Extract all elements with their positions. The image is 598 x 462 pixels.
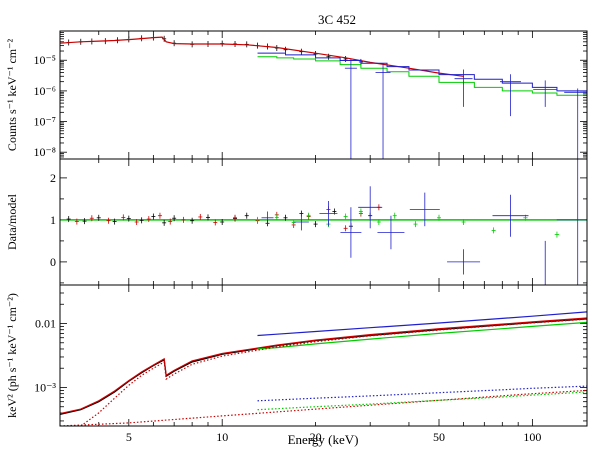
plot-area	[60, 159, 587, 285]
series-line	[60, 318, 587, 415]
x-tick-label: 5	[126, 430, 132, 444]
y-axis-label: Counts s⁻¹ keV⁻¹ cm⁻²	[5, 39, 19, 152]
x-tick-label: 10	[216, 430, 228, 444]
ratio-panel: 0 1 2 Data/model	[5, 158, 588, 286]
series-line	[80, 318, 587, 426]
y-axis-label: keV² (ph s⁻¹ keV⁻¹ cm⁻²)	[5, 293, 19, 418]
series-4	[344, 58, 587, 159]
panel-frame	[59, 158, 588, 286]
series-line	[257, 385, 587, 402]
x-tick-label: 50	[433, 430, 445, 444]
series-1	[60, 36, 464, 77]
y-tick-label: 10⁻⁸	[33, 145, 56, 159]
series-2	[257, 56, 587, 98]
y-tick-label: 2	[50, 171, 56, 185]
panel-frame	[59, 30, 588, 160]
chart-title: 3C 452	[318, 12, 356, 27]
series-5	[60, 389, 587, 426]
x-axis-label: Energy (keV)	[288, 432, 359, 447]
series-line	[60, 317, 587, 415]
y-tick-label: 0.01	[35, 317, 56, 331]
y-tick-label: 1	[50, 213, 56, 227]
series-2	[257, 321, 587, 350]
plot-area	[60, 311, 587, 426]
plot-area	[60, 34, 587, 159]
series-1	[74, 204, 381, 232]
series-4	[80, 318, 587, 426]
series-3	[257, 311, 587, 337]
series-line	[257, 321, 587, 350]
y-tick-label: 10⁻⁶	[33, 84, 56, 98]
y-tick-label: 10⁻³	[34, 380, 56, 394]
series-0	[66, 34, 363, 65]
series-3	[257, 52, 587, 94]
panel-frame	[59, 284, 588, 427]
y-axis-label: Data/model	[5, 193, 19, 250]
series-step	[257, 56, 587, 98]
counts-spectrum-panel: 10⁻⁵ 10⁻⁶ 10⁻⁷ 10⁻⁸ Counts s⁻¹ keV⁻¹ cm⁻²	[5, 30, 588, 160]
series-line	[60, 36, 464, 77]
series-0	[66, 208, 373, 230]
series-3	[261, 159, 587, 285]
series-6	[257, 385, 587, 402]
panels: 10⁻⁵ 10⁻⁶ 10⁻⁷ 10⁻⁸ Counts s⁻¹ keV⁻¹ cm⁻² 0 1 2…	[5, 30, 588, 444]
series-step	[257, 52, 587, 94]
series-line	[257, 391, 587, 411]
series-1	[60, 317, 587, 415]
x-tick-label: 100	[523, 430, 541, 444]
series-line	[60, 389, 587, 426]
series-7	[257, 391, 587, 411]
series-2	[255, 208, 560, 238]
unfolded-model-panel: 0.01 10⁻³ 5 10 20 50 100 keV² (ph s⁻¹ keV⁻¹ cm⁻…	[5, 284, 588, 444]
x-tick-label: 20	[310, 430, 322, 444]
y-tick-label: 10⁻⁵	[33, 53, 56, 67]
series-0	[60, 318, 587, 415]
y-tick-label: 10⁻⁷	[33, 115, 56, 129]
series-line	[257, 311, 587, 337]
y-tick-label: 0	[50, 255, 56, 269]
